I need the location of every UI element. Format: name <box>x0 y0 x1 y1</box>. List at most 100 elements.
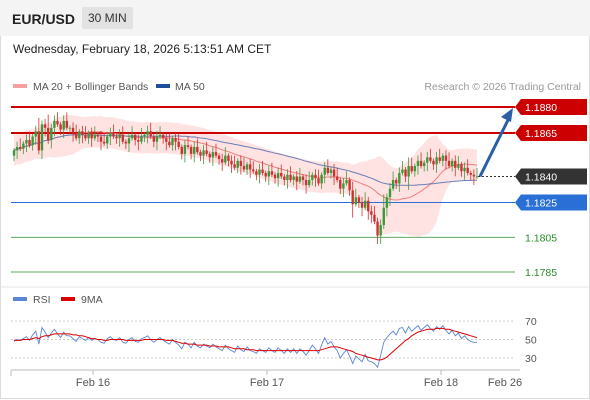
candle <box>345 171 348 186</box>
candle <box>395 177 398 189</box>
candle <box>236 158 239 174</box>
candle <box>106 134 109 149</box>
candle <box>93 126 96 141</box>
candle <box>220 153 224 172</box>
x-axis: Feb 16 Feb 17 Feb 18 Feb 26 <box>10 370 522 389</box>
candles <box>12 112 479 245</box>
candle <box>124 139 128 149</box>
candle <box>329 167 333 179</box>
bollinger-band-area <box>14 114 477 237</box>
level-tag-1-1825 <box>515 194 587 211</box>
candle <box>59 121 62 136</box>
candle <box>367 196 370 220</box>
candle <box>180 144 183 160</box>
chart-credit: Research © 2026 Trading Central <box>424 81 581 93</box>
legend-swatch-ma20 <box>13 84 27 88</box>
candle <box>12 147 16 162</box>
legend-swatch-ma50 <box>156 84 170 88</box>
candle <box>475 167 479 179</box>
candle <box>74 124 78 141</box>
candle <box>252 161 255 174</box>
candle <box>317 169 320 186</box>
candle <box>56 112 59 127</box>
candle <box>46 114 50 144</box>
candle <box>217 153 221 165</box>
rsi-tick-label: 70 <box>525 316 537 328</box>
candle <box>270 162 274 178</box>
candle <box>258 164 261 184</box>
candle <box>416 155 420 175</box>
candle <box>121 126 124 145</box>
candle <box>165 132 168 151</box>
level-label-1-1785: 1.1785 <box>525 267 557 279</box>
candle <box>401 161 404 176</box>
candle <box>239 155 243 175</box>
candle <box>224 147 227 166</box>
candle <box>137 134 140 151</box>
level-label-1-1880: 1.1880 <box>525 102 557 114</box>
candle <box>230 155 233 173</box>
candle <box>264 170 267 182</box>
candle <box>168 133 171 148</box>
projection-arrow-shaft <box>478 115 512 178</box>
level-label-1-1840: 1.1840 <box>525 171 557 183</box>
level-labels: 1.1880 1.1865 1.1840 1.1825 1.1805 1.1785 <box>515 99 587 279</box>
legend-label-ma50: MA 50 <box>175 81 205 93</box>
candle <box>360 197 364 217</box>
candle <box>208 151 211 163</box>
candle <box>245 161 249 175</box>
candle <box>326 159 330 176</box>
candle <box>115 134 118 144</box>
candle <box>28 131 31 148</box>
candle <box>292 174 295 186</box>
legend-label-ma20: MA 20 + Bollinger Bands <box>33 81 148 93</box>
candle <box>90 127 93 147</box>
x-tick-label: Feb 17 <box>250 377 284 389</box>
candle <box>286 169 289 189</box>
candle <box>398 167 401 192</box>
candle <box>81 125 84 144</box>
candle <box>304 174 308 194</box>
candle <box>370 205 373 224</box>
rsi-tick-label: 30 <box>525 353 537 365</box>
candle <box>273 172 277 184</box>
candle <box>149 122 152 139</box>
candle <box>357 194 361 208</box>
candle <box>205 141 208 157</box>
candle <box>227 153 230 167</box>
candle <box>407 157 410 190</box>
candle <box>463 162 466 180</box>
candle <box>15 141 19 159</box>
candle <box>50 124 53 149</box>
candle <box>339 177 342 195</box>
candle <box>171 135 174 151</box>
candle <box>158 126 162 139</box>
candle <box>19 138 22 152</box>
candle <box>308 171 311 188</box>
candle <box>460 161 463 177</box>
chart-header: EUR/USD 30 MIN <box>0 0 590 36</box>
candle <box>426 151 429 172</box>
candle <box>410 157 413 174</box>
candle <box>43 118 47 137</box>
candle <box>96 132 100 142</box>
candle <box>118 129 121 147</box>
rsi-panel: 70 50 30 <box>11 316 537 369</box>
candle <box>189 144 193 160</box>
x-tick-label: Feb 16 <box>76 377 110 389</box>
candle <box>109 127 112 146</box>
candle <box>314 169 317 187</box>
candle <box>40 120 44 160</box>
candle <box>283 174 286 186</box>
candle <box>311 172 314 186</box>
candle <box>161 132 165 144</box>
candle <box>295 171 298 191</box>
candle <box>379 219 382 245</box>
timeframe-button[interactable]: 30 MIN <box>82 7 133 29</box>
candle <box>472 169 476 185</box>
candle <box>354 188 358 207</box>
candle <box>78 128 81 144</box>
candle <box>255 168 258 181</box>
candle <box>267 165 271 185</box>
